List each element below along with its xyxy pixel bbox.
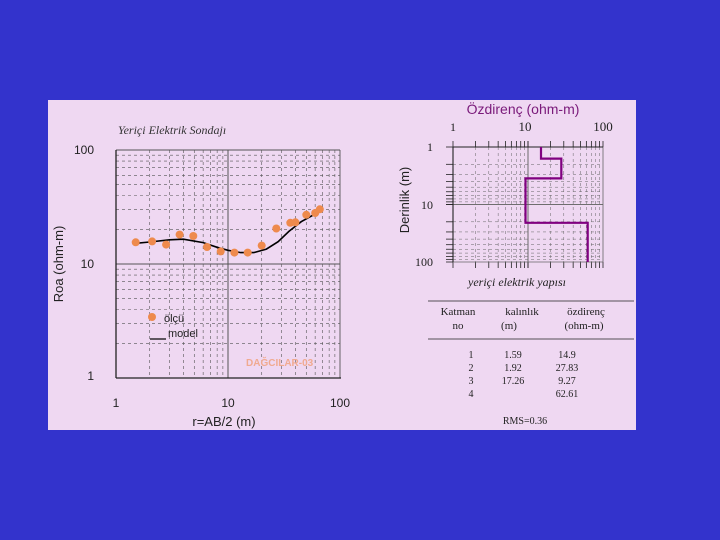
right-chart-grid — [446, 141, 604, 268]
table-header-layer-sub: no — [453, 320, 465, 332]
left-x-tick-10: 10 — [221, 396, 235, 410]
right-chart-caption: yeriçi elektrik yapısı — [467, 275, 566, 289]
left-x-axis-label: r=AB/2 (m) — [192, 414, 255, 429]
resistivity-profile — [524, 147, 589, 262]
measured-point — [216, 247, 225, 256]
left-chart-title: Yeriçi Elektrik Sondajı — [118, 123, 226, 137]
left-y-tick-10: 10 — [81, 257, 95, 271]
measured-point — [230, 248, 239, 257]
table-cell: 17.26 — [502, 376, 525, 387]
measured-point — [302, 210, 311, 219]
right-chart-title: Özdirenç (ohm-m) — [467, 100, 580, 117]
table-header-thickness-unit: (m) — [501, 320, 517, 332]
table-row: 4 62.61 — [469, 389, 579, 400]
table-cell: 4 — [469, 389, 474, 400]
right-x-tick-1: 1 — [450, 120, 456, 134]
right-x-tick-100: 100 — [593, 119, 613, 134]
measured-point — [272, 224, 281, 233]
table-cell: 62.61 — [556, 389, 579, 400]
measured-point — [315, 205, 324, 214]
measured-point — [203, 243, 211, 251]
table-cell: 27.83 — [556, 363, 579, 374]
left-y-tick-100: 100 — [74, 143, 94, 157]
left-y-axis-label: Roa (ohm-m) — [51, 226, 66, 303]
table-rms: RMS=0.36 — [503, 416, 547, 427]
watermark-text: DAĞCILAR-03 — [246, 356, 314, 369]
table-header-resistivity-unit: (ohm-m) — [564, 320, 603, 332]
left-x-tick-1: 1 — [113, 396, 120, 410]
left-x-tick-100: 100 — [330, 396, 350, 410]
legend-model-label: model — [168, 328, 198, 340]
right-y-tick-1: 1 — [427, 140, 433, 154]
table-cell: 1.92 — [504, 363, 522, 374]
measured-point — [175, 230, 184, 239]
table-cell: 2 — [469, 363, 474, 374]
measured-point — [162, 240, 171, 249]
table-cell: 1.59 — [504, 350, 522, 361]
right-x-tick-10: 10 — [519, 119, 532, 134]
legend-measured-label: ölçü — [164, 313, 184, 325]
left-chart-series — [131, 205, 324, 257]
left-y-tick-1: 1 — [87, 369, 94, 383]
table-cell: 14.9 — [558, 350, 576, 361]
measured-point — [148, 237, 157, 246]
table-header-thickness: kalınlık — [505, 306, 539, 318]
figure-panel: Yeriçi Elektrik Sondajı Roa (ohm-m) r=AB… — [48, 100, 636, 430]
figure-svg: Yeriçi Elektrik Sondajı Roa (ohm-m) r=AB… — [51, 100, 634, 429]
right-chart-series — [524, 147, 589, 262]
measured-point — [131, 238, 140, 247]
right-y-axis-label: Derinlik (m) — [397, 167, 412, 233]
measured-point — [243, 248, 252, 257]
measured-point — [291, 218, 300, 227]
table-row: 3 17.26 9.27 — [469, 376, 576, 387]
right-y-tick-100: 100 — [415, 255, 433, 269]
table-cell: 1 — [469, 350, 474, 361]
right-y-tick-10: 10 — [421, 198, 433, 212]
table-header-resistivity: özdirenç — [567, 306, 605, 318]
measured-point — [257, 241, 266, 250]
table-cell: 9.27 — [558, 376, 576, 387]
table-cell: 3 — [469, 376, 474, 387]
legend-measured-marker — [148, 313, 156, 321]
table-header-layer: Katman — [441, 306, 476, 318]
measured-point — [189, 232, 198, 240]
table-row: 1 1.59 14.9 — [469, 350, 576, 361]
left-chart-grid — [115, 149, 341, 379]
table-row: 2 1.92 27.83 — [469, 363, 579, 374]
